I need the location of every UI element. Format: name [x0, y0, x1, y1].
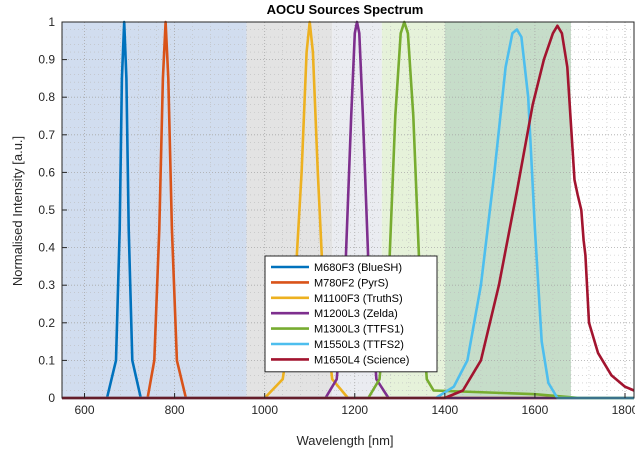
y-tick-label: 0.1 — [38, 353, 55, 367]
legend-entry: M1300L3 (TTFS1) — [314, 324, 404, 336]
band-4 — [444, 22, 571, 398]
series-line-6 — [62, 24, 635, 400]
x-tick-label: 1600 — [522, 403, 549, 417]
y-tick-label: 1 — [48, 15, 55, 29]
y-axis-label: Normalised Intensity [a.u.] — [10, 136, 25, 286]
legend-entry: M1200L3 (Zelda) — [314, 308, 398, 320]
y-tick-label: 0.9 — [38, 53, 55, 67]
x-tick-label: 1400 — [431, 403, 458, 417]
x-tick-label: 800 — [165, 403, 185, 417]
legend-entry: M1650L4 (Science) — [314, 354, 409, 366]
legend: M680F3 (BlueSH) M780F2 (PyrS) M1100F3 (Tru… — [264, 255, 438, 373]
series-lines — [62, 20, 635, 400]
y-tick-label: 0.2 — [38, 316, 55, 330]
y-tick-label: 0 — [48, 391, 55, 405]
legend-entry: M1550L3 (TTFS2) — [314, 339, 404, 351]
series-line-5 — [62, 28, 634, 400]
x-axis-label: Wavelength [nm] — [296, 433, 393, 448]
legend-entry: M1100F3 (TruthS) — [314, 293, 403, 305]
chart-title: AOCU Sources Spectrum — [267, 2, 424, 17]
y-tick-label: 0.3 — [38, 278, 55, 292]
y-tick-label: 0.7 — [38, 128, 55, 142]
y-tick-label: 0.5 — [38, 203, 55, 217]
legend-entry: M780F2 (PyrS) — [314, 277, 389, 289]
y-tick-label: 0.8 — [38, 90, 55, 104]
y-tick-label: 0.6 — [38, 165, 55, 179]
y-tick-label: 0.4 — [38, 241, 55, 255]
x-tick-label: 1000 — [251, 403, 278, 417]
y-axis-ticks: 0 0.1 0.2 0.3 0.4 0.5 0.6 0.7 0.8 0.9 1 — [38, 15, 67, 405]
x-tick-label: 1200 — [341, 403, 368, 417]
x-tick-label: 600 — [75, 403, 95, 417]
legend-entry: M680F3 (BlueSH) — [314, 262, 402, 274]
